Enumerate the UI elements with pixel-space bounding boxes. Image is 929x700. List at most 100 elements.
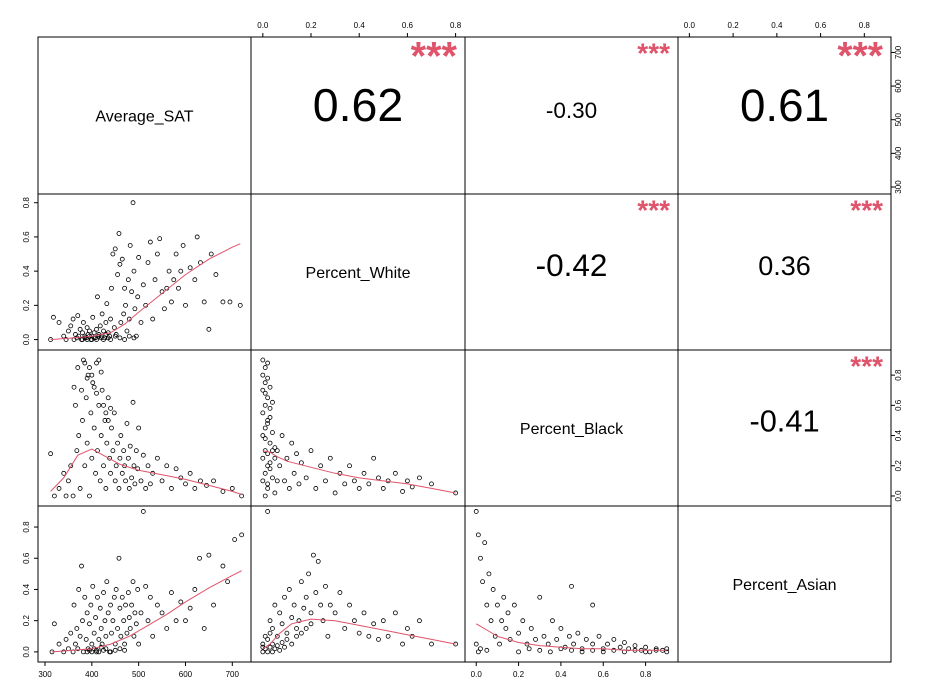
data-point	[102, 418, 108, 423]
data-point	[101, 328, 106, 334]
data-point	[71, 384, 77, 390]
data-point	[220, 489, 226, 494]
data-point	[112, 647, 118, 653]
data-point	[294, 626, 299, 631]
data-point	[600, 649, 606, 655]
data-point	[265, 636, 271, 642]
data-point	[71, 602, 77, 608]
data-point	[94, 337, 99, 342]
data-point	[133, 621, 139, 627]
variable-label-percent-black: Percent_Black	[520, 421, 624, 438]
data-point	[187, 470, 193, 476]
data-point	[262, 365, 268, 370]
data-point	[526, 646, 532, 652]
data-point	[337, 470, 343, 476]
data-point	[157, 236, 163, 242]
smoother-line-2-0	[50, 448, 242, 495]
data-point	[143, 583, 149, 589]
data-point	[96, 649, 102, 655]
data-point	[417, 618, 422, 624]
data-point	[97, 478, 103, 484]
data-point	[84, 375, 90, 381]
data-point	[277, 647, 283, 653]
y-tick-label: 0.8	[894, 369, 903, 381]
data-point	[56, 641, 62, 647]
data-point	[171, 277, 177, 283]
data-point	[105, 395, 111, 401]
data-point	[61, 470, 67, 476]
data-point	[93, 615, 98, 620]
smoother-line-3-1	[262, 618, 456, 650]
data-point	[192, 486, 198, 491]
x-tick-label: 0.6	[815, 21, 827, 30]
data-point	[267, 644, 273, 650]
data-point	[315, 558, 321, 564]
data-point	[265, 509, 271, 514]
x-tick-label: 0.2	[728, 21, 740, 30]
data-point	[303, 626, 309, 631]
data-point	[122, 463, 127, 469]
data-point	[173, 251, 179, 257]
data-point	[80, 330, 85, 336]
data-point	[262, 493, 268, 499]
data-point	[123, 478, 128, 484]
data-point	[286, 486, 292, 491]
data-point	[262, 390, 268, 396]
data-point	[347, 463, 352, 469]
y-tick-label: 700	[894, 45, 903, 59]
data-point	[213, 272, 219, 277]
data-point	[265, 418, 271, 423]
data-point	[118, 433, 124, 438]
data-point	[284, 455, 290, 461]
data-point	[318, 602, 324, 608]
data-point	[83, 636, 89, 642]
data-point	[129, 602, 135, 608]
data-point	[131, 633, 137, 639]
data-point	[97, 605, 103, 611]
significance-stars-0-2: ***	[637, 37, 670, 68]
data-point	[282, 644, 287, 650]
data-point	[112, 333, 118, 339]
data-point	[267, 405, 273, 411]
data-point	[274, 478, 280, 484]
data-point	[136, 255, 142, 260]
data-point	[270, 430, 275, 435]
y-tick-label: 0.4	[894, 429, 903, 441]
significance-stars-1-3: ***	[850, 194, 883, 225]
data-point	[131, 335, 137, 341]
data-point	[206, 326, 212, 332]
data-point	[96, 402, 102, 408]
data-point	[103, 646, 109, 652]
data-point	[296, 481, 302, 487]
data-point	[147, 481, 153, 487]
correlation-value-1-2: -0.42	[536, 247, 608, 283]
y-tick-label: 0.0	[22, 333, 31, 345]
data-point	[267, 440, 273, 446]
data-point	[90, 314, 96, 320]
panel-3-0	[37, 505, 252, 663]
data-point	[332, 490, 338, 496]
data-point	[554, 636, 560, 642]
data-point	[108, 337, 113, 342]
data-point	[490, 587, 496, 592]
data-point	[282, 478, 287, 484]
data-point	[112, 246, 118, 252]
data-point	[270, 448, 275, 454]
data-point	[103, 410, 109, 416]
data-point	[109, 630, 114, 636]
data-point	[265, 481, 271, 487]
x-tick-label: 0.8	[450, 21, 462, 30]
data-point	[274, 633, 280, 639]
data-point	[265, 649, 271, 655]
data-point	[272, 455, 278, 461]
data-point	[277, 610, 283, 616]
data-point	[113, 587, 119, 592]
x-tick-label: 0.2	[305, 21, 317, 30]
data-point	[117, 261, 123, 267]
x-tick-label: 0.4	[771, 21, 783, 30]
data-point	[80, 320, 86, 325]
x-tick-label: 400	[85, 670, 99, 679]
data-point	[371, 621, 377, 627]
data-point	[380, 618, 386, 624]
data-point	[392, 470, 398, 476]
